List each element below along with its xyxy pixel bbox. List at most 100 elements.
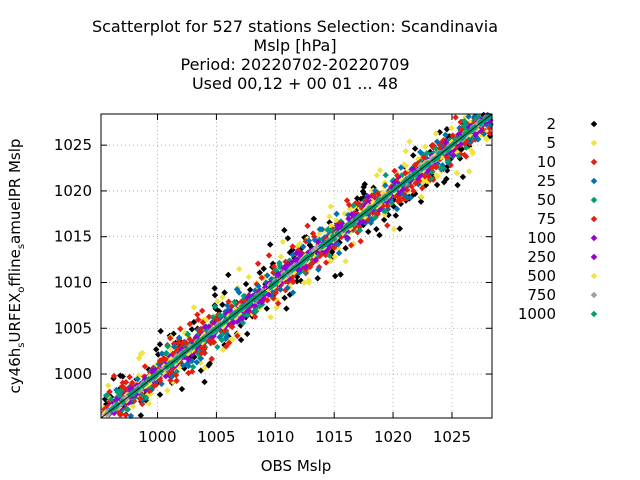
data-point xyxy=(350,202,357,209)
data-point xyxy=(355,200,362,207)
data-point xyxy=(216,311,223,319)
data-point xyxy=(384,202,391,210)
data-point xyxy=(265,252,273,259)
data-point xyxy=(154,351,162,358)
data-point xyxy=(164,387,171,394)
data-point xyxy=(357,238,364,245)
data-point xyxy=(211,303,219,310)
y-tick-label: 1005 xyxy=(54,319,92,337)
data-point xyxy=(223,311,231,318)
data-point xyxy=(331,253,339,261)
diagonal-line xyxy=(100,113,493,419)
data-point xyxy=(432,164,440,171)
data-point xyxy=(388,199,395,207)
data-point xyxy=(126,373,133,381)
data-point xyxy=(391,167,398,175)
data-point xyxy=(189,363,197,371)
data-point xyxy=(293,273,301,281)
data-point xyxy=(455,152,462,160)
data-point xyxy=(360,218,367,226)
data-point xyxy=(345,201,353,209)
data-point xyxy=(141,363,149,370)
data-point xyxy=(376,166,384,174)
data-point xyxy=(208,355,215,363)
title-line: Scatterplot for 527 stations Selection: … xyxy=(92,17,498,36)
data-point xyxy=(129,379,136,387)
data-point xyxy=(429,141,437,149)
data-point xyxy=(374,210,381,218)
data-point xyxy=(382,208,389,215)
data-point xyxy=(199,319,207,326)
data-point xyxy=(129,403,137,410)
data-point xyxy=(254,260,262,267)
data-point xyxy=(403,193,410,200)
data-point xyxy=(394,197,402,205)
data-point xyxy=(348,211,355,218)
data-point xyxy=(432,130,440,137)
data-point xyxy=(327,203,335,210)
data-point xyxy=(408,183,415,190)
x-tick-label: 1020 xyxy=(374,428,412,446)
y-tick-label: 1025 xyxy=(54,136,92,154)
data-point xyxy=(219,294,226,301)
data-point xyxy=(380,216,388,223)
data-point xyxy=(283,305,290,312)
data-point xyxy=(260,265,267,272)
data-point xyxy=(113,401,121,408)
data-point xyxy=(198,349,205,357)
data-point xyxy=(304,222,311,230)
data-point xyxy=(201,364,208,372)
legend-label: 2 xyxy=(546,115,556,133)
data-point xyxy=(179,339,186,347)
data-point xyxy=(305,237,313,244)
data-point xyxy=(264,297,271,304)
legend-label: 1000 xyxy=(518,305,556,323)
data-point xyxy=(459,173,467,181)
data-point xyxy=(156,358,164,365)
data-point xyxy=(186,335,193,343)
data-point xyxy=(466,138,474,145)
y-tick-label: 1000 xyxy=(54,365,92,383)
data-point xyxy=(398,172,406,179)
data-point xyxy=(311,236,319,244)
data-point xyxy=(177,325,184,333)
data-point xyxy=(164,343,171,350)
data-point xyxy=(138,400,146,408)
data-point xyxy=(440,178,448,186)
data-point xyxy=(284,235,292,242)
data-point xyxy=(456,135,463,142)
data-point xyxy=(194,340,201,348)
data-point xyxy=(373,225,380,233)
data-point xyxy=(225,271,232,279)
data-point xyxy=(263,305,270,312)
data-point xyxy=(420,154,428,161)
data-point xyxy=(136,395,144,403)
data-point xyxy=(406,138,413,145)
data-point xyxy=(315,266,322,273)
y-tick-label: 1020 xyxy=(54,182,92,200)
data-point xyxy=(364,199,372,207)
data-point xyxy=(181,329,188,337)
data-point xyxy=(329,232,337,240)
data-point xyxy=(454,181,461,189)
data-point xyxy=(157,327,164,335)
data-point xyxy=(221,327,228,334)
data-point xyxy=(369,209,376,217)
legend-marker xyxy=(590,158,598,166)
legend-marker xyxy=(590,310,598,318)
data-point xyxy=(233,286,241,293)
data-point xyxy=(382,171,389,179)
data-point xyxy=(449,132,456,139)
data-point xyxy=(350,219,357,227)
data-point xyxy=(374,198,382,205)
data-point xyxy=(116,409,123,417)
data-point xyxy=(346,205,354,213)
x-axis-label: OBS Mslp xyxy=(261,457,332,475)
data-point xyxy=(119,379,126,386)
data-point xyxy=(354,195,361,202)
data-point xyxy=(465,168,473,175)
legend-marker xyxy=(590,177,598,185)
legend-label: 100 xyxy=(527,229,556,247)
legend-marker xyxy=(590,215,598,223)
